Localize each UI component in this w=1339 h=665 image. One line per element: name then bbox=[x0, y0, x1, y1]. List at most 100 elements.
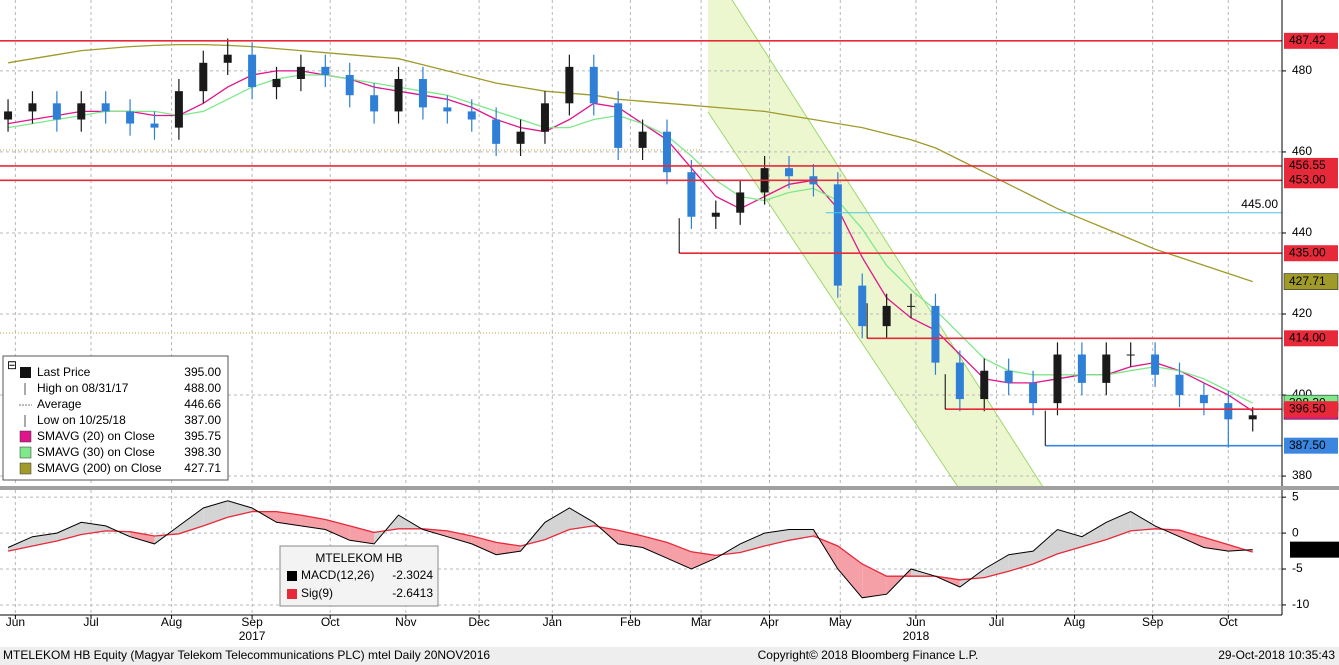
level-box bbox=[1284, 437, 1338, 454]
candle-body bbox=[52, 103, 61, 120]
legend-box bbox=[2, 355, 229, 481]
moving-average-line bbox=[7, 74, 1253, 404]
legend-value: 387.00 bbox=[184, 413, 221, 427]
macd-fill bbox=[1008, 551, 1034, 572]
macd-fill bbox=[569, 507, 594, 530]
candle-body bbox=[980, 370, 989, 400]
x-tick-label: Dec bbox=[468, 615, 489, 629]
x-tick-label: Oct bbox=[1219, 615, 1238, 629]
y-tick-label: 420 bbox=[1292, 306, 1312, 320]
macd-fill bbox=[1130, 511, 1156, 531]
candle-body bbox=[1126, 354, 1135, 356]
legend-value: 427.71 bbox=[184, 461, 221, 475]
level-box bbox=[1284, 172, 1338, 189]
candle-body bbox=[1077, 354, 1086, 383]
legend-swatch bbox=[19, 462, 32, 475]
candle-body bbox=[28, 103, 37, 112]
candle-body bbox=[77, 103, 86, 120]
macd-fill bbox=[691, 551, 716, 570]
y-tick-label: -5 bbox=[1292, 561, 1303, 575]
level-label: 414.00 bbox=[1289, 330, 1326, 344]
level-label: 396.50 bbox=[1289, 401, 1326, 415]
level-box bbox=[1284, 401, 1338, 418]
candle-body bbox=[687, 172, 696, 217]
macd-fill bbox=[789, 529, 814, 541]
candle-body bbox=[565, 66, 574, 104]
legend-label: MACD(12,26) bbox=[301, 568, 374, 582]
candle-body bbox=[418, 79, 427, 108]
year-label: 2017 bbox=[239, 629, 266, 643]
channel-line bbox=[707, 111, 959, 488]
macd-fill bbox=[471, 535, 497, 555]
macd-fill bbox=[203, 500, 228, 526]
macd-fill bbox=[642, 535, 667, 559]
x-tick-label: Mar bbox=[691, 615, 712, 629]
candle-body bbox=[662, 131, 671, 173]
x-tick-label: Aug bbox=[1064, 615, 1085, 629]
legend-label: SMAVG (30) on Close bbox=[37, 445, 155, 459]
x-tick-label: Jun bbox=[906, 615, 925, 629]
macd-fill bbox=[1155, 525, 1180, 537]
candle-body bbox=[345, 74, 354, 96]
candle-body bbox=[1151, 354, 1160, 375]
macd-fill bbox=[837, 546, 863, 598]
legend-label: Sig(9) bbox=[301, 586, 333, 600]
x-tick-label: Apr bbox=[760, 615, 779, 629]
y-tick-label: 0 bbox=[1292, 525, 1299, 539]
x-tick-label: Jun bbox=[6, 615, 25, 629]
candle-body bbox=[223, 54, 232, 63]
candle-body bbox=[736, 192, 745, 213]
candle-body bbox=[1053, 354, 1062, 404]
legend-value: 488.00 bbox=[184, 381, 221, 395]
level-box bbox=[1284, 157, 1338, 174]
candle-body bbox=[321, 66, 330, 75]
macd-fill bbox=[1203, 537, 1229, 552]
level-box bbox=[1284, 330, 1338, 347]
candle-body bbox=[4, 111, 13, 120]
level-box bbox=[1284, 245, 1338, 262]
candle-body bbox=[540, 103, 549, 132]
candle-body bbox=[833, 184, 842, 286]
plot-layer: Jun Jul Aug Sep Oct Nov Dec Jan Feb Mar Apr May Jun J… bbox=[0, 0, 1339, 643]
legend-expander: ⊟ bbox=[7, 358, 17, 372]
candle-body bbox=[272, 79, 281, 88]
y-tick-label: 480 bbox=[1292, 63, 1312, 77]
macd-fill bbox=[862, 563, 887, 598]
x-tick-label: Sep bbox=[241, 615, 263, 629]
macd-fill bbox=[1033, 529, 1058, 564]
level-label: 387.50 bbox=[1289, 438, 1326, 452]
candle-body bbox=[858, 285, 867, 327]
legend-swatch bbox=[287, 589, 297, 599]
footer-bar bbox=[0, 647, 1339, 665]
channel-line bbox=[731, 0, 1044, 488]
candle-body bbox=[614, 103, 623, 148]
panel-separator bbox=[0, 486, 1339, 490]
candle-body bbox=[1224, 403, 1233, 420]
x-tick-label: May bbox=[829, 615, 852, 629]
legend-value: 398.30 bbox=[184, 445, 221, 459]
candle-body bbox=[882, 305, 891, 327]
macd-fill bbox=[666, 542, 692, 570]
x-tick-label: Jul bbox=[989, 615, 1004, 629]
macd-line bbox=[7, 500, 1253, 599]
footer-right: 29-Oct-2018 10:35:43 bbox=[1218, 648, 1335, 662]
candle-body bbox=[589, 66, 598, 104]
candle-body bbox=[1004, 370, 1013, 383]
macd-fill bbox=[1081, 522, 1107, 547]
y-tick-label: 380 bbox=[1292, 468, 1312, 482]
moving-average-line bbox=[7, 43, 1253, 283]
candle-body bbox=[150, 123, 159, 128]
candle-body bbox=[199, 62, 208, 92]
candle-body bbox=[638, 131, 647, 148]
macd-fill bbox=[227, 500, 253, 518]
year-label: 2018 bbox=[903, 629, 930, 643]
level-label: 456.55 bbox=[1289, 158, 1326, 172]
level-label: 445.00 bbox=[1241, 197, 1278, 211]
footer-center: Copyright© 2018 Bloomberg Finance L.P. bbox=[758, 648, 979, 662]
macd-legend-box bbox=[279, 545, 439, 607]
legend-label: Average bbox=[37, 397, 82, 411]
legend-value: 446.66 bbox=[184, 397, 221, 411]
macd-fill bbox=[984, 554, 1009, 578]
legend-swatch bbox=[20, 367, 31, 378]
macd-value-label: -2.3024 bbox=[1293, 542, 1334, 556]
